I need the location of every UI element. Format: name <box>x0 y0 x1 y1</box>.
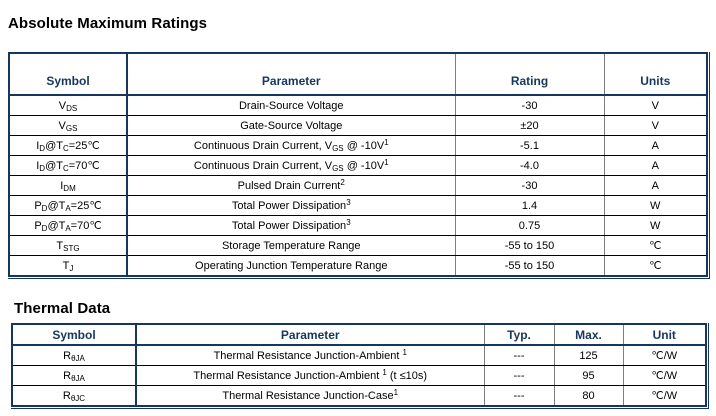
rating-cell: -55 to 150 <box>454 235 604 256</box>
parameter-cell: Gate-Source Voltage <box>126 115 455 136</box>
max-cell: 125 <box>553 345 623 366</box>
rating-cell: 1.4 <box>454 195 604 216</box>
symbol-cell: RθJA <box>12 365 136 386</box>
units-cell: A <box>603 155 707 176</box>
parameter-cell: Total Power Dissipation3 <box>126 195 455 216</box>
symbol-cell: VDS <box>9 95 127 116</box>
amr-table-wrap: Symbol Parameter Rating Units VDS Drain-… <box>8 52 710 279</box>
parameter-cell: Operating Junction Temperature Range <box>126 255 455 277</box>
table-row: VGS Gate-Source Voltage ±20 V <box>9 115 707 136</box>
symbol-cell: PD@TA=25℃ <box>9 195 127 216</box>
table-row: VDS Drain-Source Voltage -30 V <box>9 95 707 116</box>
thermal-header-unit: Unit <box>622 324 706 346</box>
thermal-header-max: Max. <box>553 324 623 346</box>
thermal-header-parameter: Parameter <box>135 324 484 346</box>
parameter-cell: Drain-Source Voltage <box>126 95 455 116</box>
parameter-cell: Total Power Dissipation3 <box>126 215 455 236</box>
unit-cell: ℃/W <box>622 385 706 407</box>
table-row: ID@TC=70℃ Continuous Drain Current, VGS … <box>9 155 707 176</box>
rating-cell: -55 to 150 <box>454 255 604 277</box>
units-cell: A <box>603 135 707 156</box>
table-row: TJ Operating Junction Temperature Range … <box>9 255 707 277</box>
symbol-cell: IDM <box>9 175 127 196</box>
rating-cell: -4.0 <box>454 155 604 176</box>
amr-header-symbol: Symbol <box>9 53 127 96</box>
table-row: ID@TC=25℃ Continuous Drain Current, VGS … <box>9 135 707 156</box>
amr-header-rating: Rating <box>454 53 604 96</box>
parameter-cell: Thermal Resistance Junction-Case1 <box>135 385 484 407</box>
rating-cell: -30 <box>454 175 604 196</box>
unit-cell: ℃/W <box>622 345 706 366</box>
table-row: TSTG Storage Temperature Range -55 to 15… <box>9 235 707 256</box>
amr-header-units: Units <box>603 53 707 96</box>
symbol-cell: VGS <box>9 115 127 136</box>
parameter-cell: Thermal Resistance Junction-Ambient 1 (t… <box>135 365 484 386</box>
typ-cell: --- <box>483 365 554 386</box>
table-row: RθJC Thermal Resistance Junction-Case1 -… <box>12 385 706 407</box>
units-cell: V <box>603 95 707 116</box>
symbol-cell: TJ <box>9 255 127 277</box>
thermal-section-title: Thermal Data <box>14 300 111 317</box>
symbol-cell: PD@TA=70℃ <box>9 215 127 236</box>
amr-table: Symbol Parameter Rating Units VDS Drain-… <box>8 52 708 277</box>
symbol-cell: RθJA <box>12 345 136 366</box>
parameter-cell: Continuous Drain Current, VGS @ -10V1 <box>126 135 455 156</box>
rating-cell: ±20 <box>454 115 604 136</box>
max-cell: 80 <box>553 385 623 407</box>
table-row: RθJA Thermal Resistance Junction-Ambient… <box>12 345 706 366</box>
parameter-cell: Continuous Drain Current, VGS @ -10V1 <box>126 155 455 176</box>
symbol-cell: TSTG <box>9 235 127 256</box>
parameter-cell: Storage Temperature Range <box>126 235 455 256</box>
units-cell: V <box>603 115 707 136</box>
symbol-cell: ID@TC=25℃ <box>9 135 127 156</box>
amr-header-row: Symbol Parameter Rating Units <box>9 53 707 96</box>
table-row: PD@TA=25℃ Total Power Dissipation3 1.4 W <box>9 195 707 216</box>
max-cell: 95 <box>553 365 623 386</box>
thermal-header-row: Symbol Parameter Typ. Max. Unit <box>12 324 706 346</box>
table-row: PD@TA=70℃ Total Power Dissipation3 0.75 … <box>9 215 707 236</box>
amr-header-parameter: Parameter <box>126 53 455 96</box>
thermal-table: Symbol Parameter Typ. Max. Unit RθJA The… <box>11 323 707 407</box>
rating-cell: 0.75 <box>454 215 604 236</box>
amr-section-title: Absolute Maximum Ratings <box>8 15 208 32</box>
table-row: RθJA Thermal Resistance Junction-Ambient… <box>12 365 706 386</box>
rating-cell: -30 <box>454 95 604 116</box>
typ-cell: --- <box>483 345 554 366</box>
unit-cell: ℃/W <box>622 365 706 386</box>
units-cell: W <box>603 215 707 236</box>
rating-cell: -5.1 <box>454 135 604 156</box>
parameter-cell: Thermal Resistance Junction-Ambient 1 <box>135 345 484 366</box>
units-cell: W <box>603 195 707 216</box>
units-cell: ℃ <box>603 235 707 256</box>
typ-cell: --- <box>483 385 554 407</box>
units-cell: A <box>603 175 707 196</box>
thermal-table-wrap: Symbol Parameter Typ. Max. Unit RθJA The… <box>11 323 709 409</box>
table-row: IDM Pulsed Drain Current2 -30 A <box>9 175 707 196</box>
thermal-header-typ: Typ. <box>483 324 554 346</box>
units-cell: ℃ <box>603 255 707 277</box>
thermal-header-symbol: Symbol <box>12 324 136 346</box>
symbol-cell: RθJC <box>12 385 136 407</box>
parameter-cell: Pulsed Drain Current2 <box>126 175 455 196</box>
symbol-cell: ID@TC=70℃ <box>9 155 127 176</box>
